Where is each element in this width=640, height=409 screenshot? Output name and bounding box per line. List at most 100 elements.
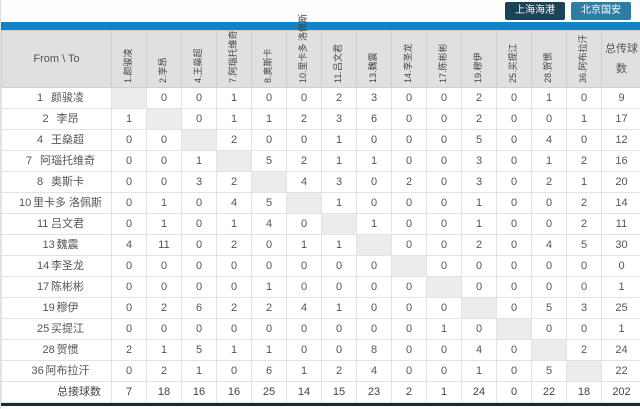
matrix-cell: 0 [426, 129, 462, 151]
col-header-8: 8.奥斯卡 [251, 30, 287, 88]
matrix-cell: 1 [461, 213, 497, 235]
matrix-cell: 0 [426, 87, 462, 109]
grand-total-cell: 202 [601, 381, 640, 403]
matrix-cell: 0 [391, 129, 427, 151]
matrix-cell: 4 [216, 192, 252, 214]
matrix-cell: 0 [566, 129, 602, 151]
matrix-cell: 1 [356, 150, 392, 172]
matrix-cell: 2 [146, 297, 182, 319]
row-total-cell: 1 [601, 276, 640, 298]
row-label: 4 王燊超 [1, 129, 112, 151]
matrix-cell: 0 [391, 150, 427, 172]
matrix-cell: 0 [426, 108, 462, 130]
matrix-cell: 0 [286, 318, 322, 340]
matrix-cell: 1 [286, 360, 322, 382]
matrix-cell: 0 [146, 318, 182, 340]
matrix-cell: 0 [111, 318, 147, 340]
matrix-cell: 1 [216, 339, 252, 361]
matrix-cell: 1 [321, 234, 357, 256]
team-tab-away[interactable]: 北京国安 [571, 2, 631, 20]
matrix-cell: 0 [146, 276, 182, 298]
matrix-cell: 3 [321, 108, 357, 130]
matrix-cell: 0 [391, 213, 427, 235]
col-total-cell: 15 [321, 381, 357, 403]
matrix-cell: 1 [216, 87, 252, 109]
matrix-cell: 0 [216, 276, 252, 298]
matrix-cell: 2 [566, 339, 602, 361]
matrix-cell: 3 [321, 171, 357, 193]
matrix-cell: 0 [286, 276, 322, 298]
matrix-cell: 4 [531, 129, 567, 151]
col-header-19: 19.穆伊 [461, 30, 497, 88]
row-total-cell: 14 [601, 192, 640, 214]
matrix-row-36: 36 阿布拉汗 0 2 1 0 6 1 2 4 0 0 1 0 5 22 [1, 360, 640, 382]
matrix-cell: 0 [531, 276, 567, 298]
matrix-cell: 0 [111, 150, 147, 172]
total-row: 总接球数 7 18 16 16 25 14 15 23 2 1 24 0 22 18 202 [1, 381, 640, 403]
row-label: 19 穆伊 [1, 297, 112, 319]
matrix-cell: 1 [566, 108, 602, 130]
matrix-cell: 0 [531, 192, 567, 214]
col-header-label: 10.里卡多 洛佩斯 [298, 13, 308, 83]
col-header-2: 2.李昂 [146, 30, 182, 88]
matrix-cell: 0 [566, 318, 602, 340]
matrix-cell: 0 [531, 213, 567, 235]
matrix-cell: 0 [356, 318, 392, 340]
matrix-cell: 3 [566, 297, 602, 319]
col-total-cell: 16 [181, 381, 217, 403]
team-tab-home[interactable]: 上海海港 [505, 2, 565, 20]
row-label: 13 魏震 [1, 234, 112, 256]
matrix-row-2: 2 李昂 1 0 1 1 2 3 6 0 0 2 0 0 1 17 [1, 108, 640, 130]
matrix-cell: 0 [286, 213, 322, 235]
col-header-10: 10.里卡多 洛佩斯 [286, 14, 322, 88]
matrix-cell: 2 [321, 360, 357, 382]
matrix-cell: 2 [216, 234, 252, 256]
matrix-cell: 0 [146, 129, 182, 151]
matrix-row-10: 10 里卡多 洛佩斯 0 1 0 4 5 1 0 0 0 1 0 0 2 14 [1, 192, 640, 214]
matrix-cell: 0 [391, 108, 427, 130]
matrix-cell: 0 [496, 171, 532, 193]
matrix-cell: 0 [146, 87, 182, 109]
matrix-cell: 0 [251, 234, 287, 256]
matrix-cell: 0 [286, 87, 322, 109]
matrix-cell: 0 [391, 87, 427, 109]
matrix-cell: 0 [321, 255, 357, 277]
row-label: 11 吕文君 [1, 213, 112, 235]
col-header-label: 8.奥斯卡 [263, 48, 273, 83]
matrix-cell: 8 [356, 339, 392, 361]
matrix-cell: 5 [251, 150, 287, 172]
matrix-cell: 2 [216, 129, 252, 151]
row-total-cell: 16 [601, 150, 640, 172]
matrix-cell: 0 [181, 213, 217, 235]
row-total-cell: 9 [601, 87, 640, 109]
col-header-14: 14.李圣龙 [391, 30, 427, 88]
row-label: 28 贺惯 [1, 339, 112, 361]
row-total-cell: 1 [601, 318, 640, 340]
matrix-cell: 0 [181, 255, 217, 277]
matrix-cell: 5 [531, 297, 567, 319]
matrix-row-17: 17 陈彬彬 0 0 0 0 1 0 0 0 0 0 0 0 0 1 [1, 276, 640, 298]
matrix-cell: 4 [461, 339, 497, 361]
diagonal-cell [461, 297, 497, 319]
row-label: 36 阿布拉汗 [1, 360, 112, 382]
row-total-cell: 12 [601, 129, 640, 151]
matrix-cell: 0 [111, 360, 147, 382]
matrix-cell: 0 [111, 297, 147, 319]
col-total-cell: 18 [146, 381, 182, 403]
matrix-cell: 5 [531, 360, 567, 382]
col-header-label: 14.李圣龙 [403, 43, 413, 83]
matrix-row-25: 25 买提江 0 0 0 0 0 0 0 0 0 1 0 0 0 1 [1, 318, 640, 340]
row-label: 25 买提江 [1, 318, 112, 340]
row-label: 1 颜骏凌 [1, 87, 112, 109]
row-label: 17 陈彬彬 [1, 276, 112, 298]
matrix-cell: 1 [251, 276, 287, 298]
matrix-cell: 0 [566, 87, 602, 109]
matrix-cell: 4 [286, 297, 322, 319]
row-total-cell: 30 [601, 234, 640, 256]
matrix-cell: 0 [286, 129, 322, 151]
matrix-cell: 2 [566, 192, 602, 214]
matrix-cell: 0 [426, 150, 462, 172]
row-total-cell: 20 [601, 171, 640, 193]
total-col-header: 总传球数 [601, 30, 640, 88]
matrix-cell: 1 [321, 192, 357, 214]
